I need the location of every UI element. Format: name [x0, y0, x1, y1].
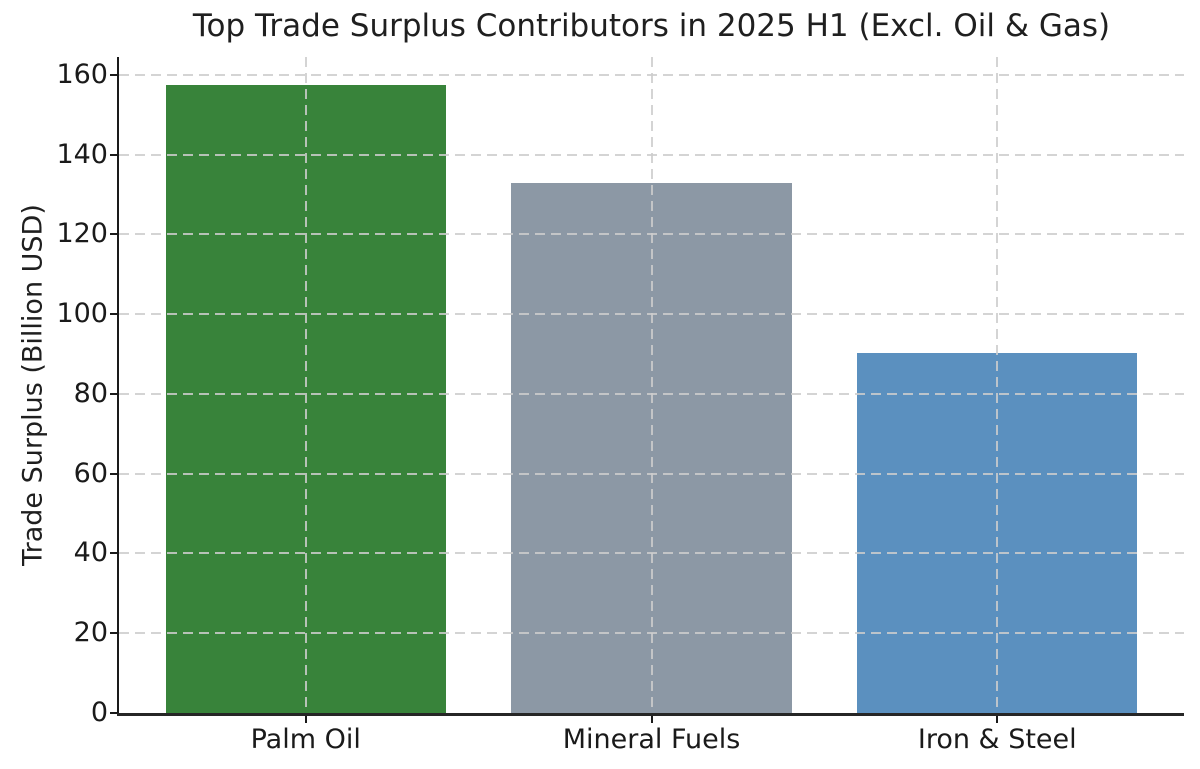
y-tick-mark [110, 313, 117, 316]
y-tick-mark [110, 392, 117, 395]
x-tick-mark [304, 716, 307, 723]
y-tick-label: 120 [56, 218, 108, 250]
y-tick-label: 140 [56, 138, 108, 170]
y-tick-label: 20 [73, 617, 108, 649]
x-tick-mark [996, 716, 999, 723]
x-tick-label: Iron & Steel [917, 724, 1077, 755]
y-tick-label: 0 [90, 697, 108, 728]
y-tick-mark [110, 153, 117, 156]
v-gridline [650, 57, 653, 713]
v-gridline [304, 57, 307, 713]
y-tick-mark [110, 712, 117, 714]
x-axis-spine [117, 713, 1184, 716]
y-tick-mark [110, 73, 117, 76]
x-tick-mark [650, 716, 653, 723]
y-tick-label: 100 [56, 298, 108, 330]
y-tick-label: 60 [73, 457, 108, 489]
x-tick-label: Mineral Fuels [562, 724, 741, 755]
plot-area [110, 57, 1184, 723]
y-tick-label: 40 [73, 537, 108, 569]
x-tick-label: Palm Oil [250, 724, 361, 755]
y-tick-label: 80 [73, 377, 108, 409]
y-axis-spine [117, 57, 119, 715]
y-tick-mark [110, 233, 117, 236]
y-tick-mark [110, 552, 117, 555]
v-gridline [996, 57, 999, 713]
y-tick-label: 160 [56, 58, 108, 90]
y-tick-mark [110, 472, 117, 475]
chart-title: Top Trade Surplus Contributors in 2025 H… [192, 8, 1111, 44]
y-tick-mark [110, 632, 117, 635]
